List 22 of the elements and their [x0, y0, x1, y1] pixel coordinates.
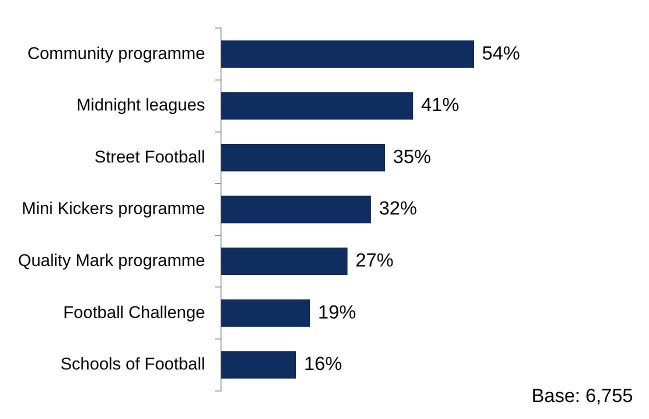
y-tick-label: Quality Mark programme — [18, 250, 206, 270]
y-tick-label: Mini Kickers programme — [22, 199, 206, 218]
y-tick-label: Schools of Football — [60, 354, 206, 374]
bar — [221, 144, 385, 172]
data-label: 54% — [482, 43, 520, 64]
y-tick-label: Midnight leagues — [76, 96, 206, 115]
y-tick-label: Street Football — [94, 147, 206, 166]
bar — [221, 248, 348, 276]
data-label: 32% — [378, 198, 418, 220]
bar — [221, 299, 310, 327]
y-tick-label: Football Challenge — [63, 302, 206, 322]
text: Base: 6,755 — [532, 386, 633, 408]
data-label: 41% — [421, 95, 460, 116]
data-label: 19% — [318, 302, 356, 324]
data-label: 35% — [393, 146, 432, 168]
bar — [221, 351, 296, 379]
data-label: 27% — [356, 250, 394, 272]
bar — [221, 92, 414, 120]
data-label: 16% — [304, 354, 342, 376]
y-tick-label: Community programme — [27, 44, 206, 63]
bar — [221, 40, 474, 68]
bar — [221, 196, 371, 224]
